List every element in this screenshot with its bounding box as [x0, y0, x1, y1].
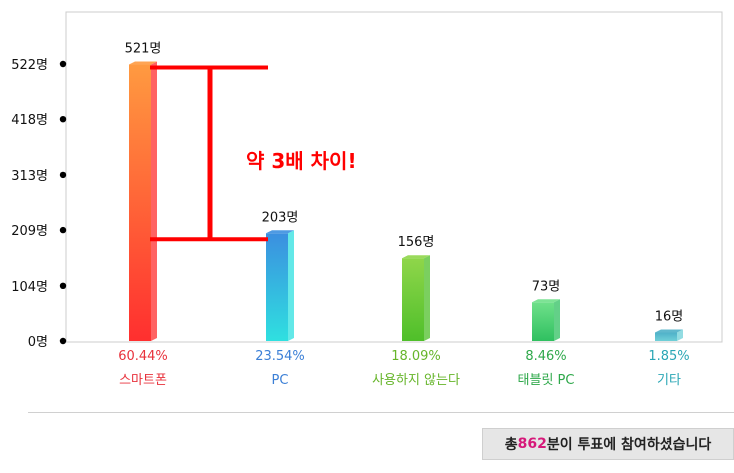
bar — [129, 64, 151, 342]
bar-value-label: 156명 — [398, 235, 435, 250]
y-tick-label: 313명 — [11, 169, 48, 184]
category-label: PC — [272, 373, 289, 388]
bar-percent-label: 1.85% — [648, 349, 689, 364]
total-count: 862 — [517, 436, 547, 452]
y-tick-dot — [59, 115, 67, 123]
bar — [532, 302, 554, 341]
bar-top — [655, 329, 683, 333]
category-label: 사용하지 않는다 — [372, 373, 460, 388]
total-suffix: 분이 투표에 참여하셨습니다 — [546, 437, 712, 453]
y-tick-label: 418명 — [11, 113, 48, 128]
bar-percent-label: 8.46% — [525, 349, 566, 364]
bar-value-label: 203명 — [262, 210, 299, 225]
bar-top — [129, 61, 157, 65]
plot-area — [65, 11, 723, 343]
y-tick-dot — [59, 282, 67, 290]
bar-value-label: 73명 — [532, 279, 561, 294]
bar-value-label: 16명 — [655, 310, 684, 325]
bar — [402, 258, 424, 341]
bar-percent-label: 60.44% — [118, 349, 168, 364]
y-tick-label: 209명 — [11, 224, 48, 239]
bar-side — [151, 61, 157, 342]
y-tick-label: 104명 — [11, 280, 48, 295]
total-prefix: 총 — [504, 437, 518, 453]
bar-side — [554, 299, 560, 341]
y-tick-dot — [59, 171, 67, 179]
category-label: 태블릿 PC — [518, 373, 575, 388]
y-tick-dot — [59, 60, 67, 68]
y-tick-label: 0명 — [28, 335, 48, 350]
bar-top — [532, 299, 560, 303]
footer-divider — [28, 412, 734, 413]
bar-side — [677, 329, 683, 341]
total-participants-box: 총 862 분이 투표에 참여하셨습니다 — [482, 428, 734, 460]
y-tick-label: 522명 — [11, 58, 48, 73]
annotation-text: 약 3배 차이! — [246, 149, 357, 173]
bar — [655, 332, 677, 341]
category-label: 기타 — [657, 373, 681, 388]
y-tick-dot — [59, 337, 67, 345]
bar-percent-label: 18.09% — [391, 349, 441, 364]
vote-bar-chart: 0명 104명 209명 313명 418명 522명 521명 60.44% 스마트폰 203… — [11, 11, 723, 388]
bar — [266, 233, 288, 341]
bar-top — [402, 255, 430, 259]
category-label: 스마트폰 — [119, 373, 167, 388]
bar-side — [288, 230, 294, 341]
bar-side — [424, 255, 430, 341]
bar-percent-label: 23.54% — [255, 349, 305, 364]
bar-top — [266, 230, 294, 234]
y-tick-dot — [59, 226, 67, 234]
bar-value-label: 521명 — [125, 42, 162, 57]
